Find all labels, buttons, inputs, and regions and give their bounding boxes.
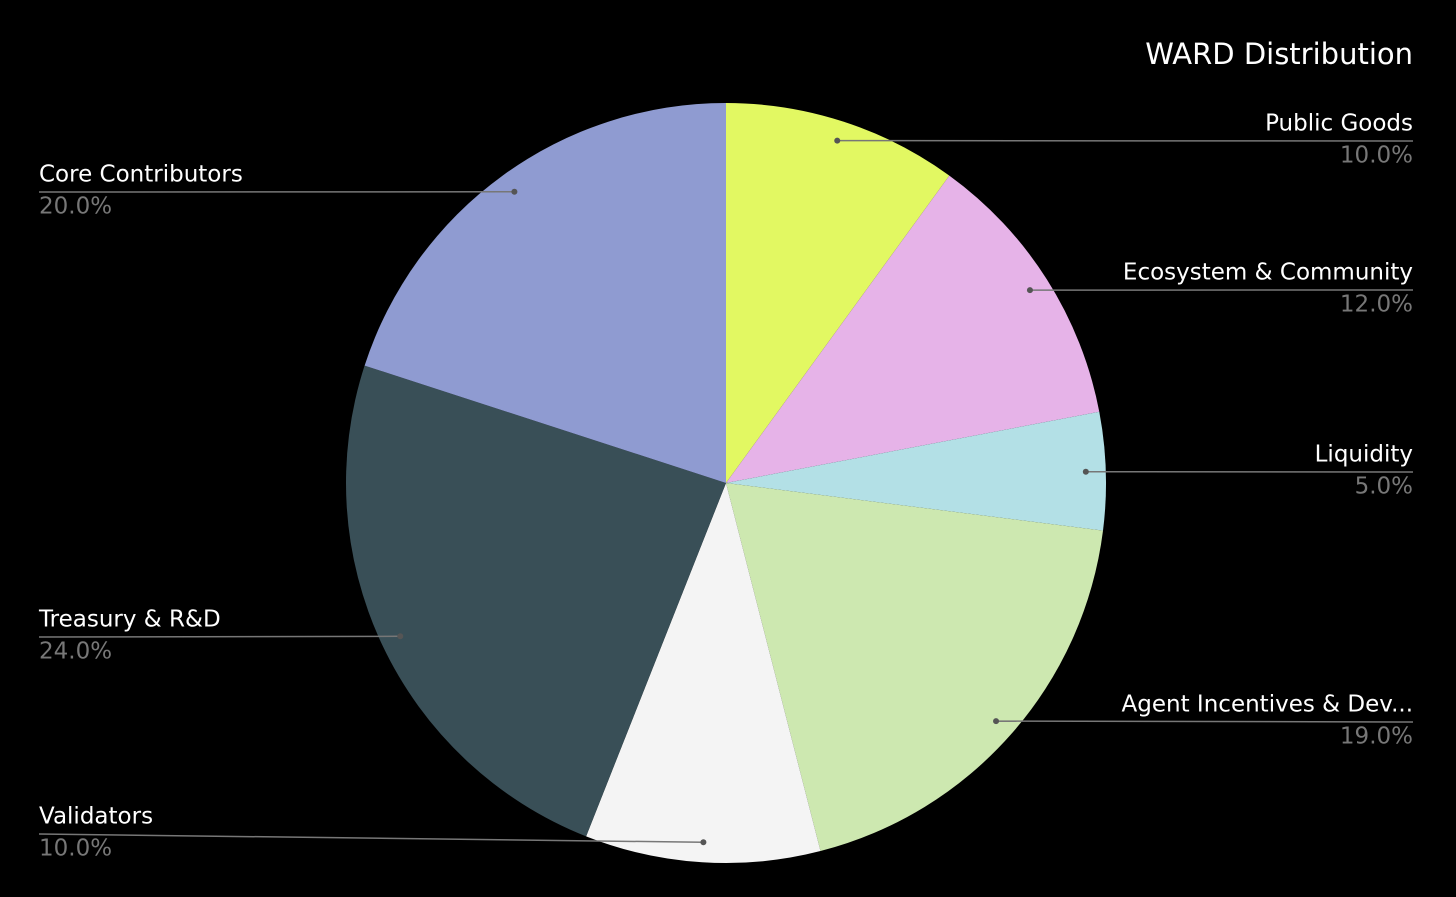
leader-line <box>38 833 704 844</box>
slice-value-label: 20.0% <box>39 194 112 220</box>
pie-slice <box>726 175 1100 483</box>
pie-slice <box>345 365 726 837</box>
leader-line <box>38 635 401 638</box>
slice-label: Core Contributors <box>39 162 243 188</box>
chart-title: WARD Distribution <box>1145 37 1413 71</box>
leader-dot <box>1026 287 1033 294</box>
slice-label: Ecosystem & Community <box>1123 260 1413 286</box>
leader-dot <box>511 188 518 195</box>
slice-value-label: 5.0% <box>1355 474 1413 500</box>
leader-dot <box>834 137 841 144</box>
pie-slice <box>726 103 950 483</box>
slice-label: Validators <box>39 804 153 830</box>
slice-value-label: 19.0% <box>1340 724 1413 750</box>
leader-dot <box>700 839 707 846</box>
pie-slice <box>726 411 1107 531</box>
leader-dot <box>1082 468 1089 475</box>
leader-line <box>996 720 1414 723</box>
slice-value-label: 10.0% <box>1340 143 1413 169</box>
slice-value-label: 10.0% <box>39 836 112 862</box>
slice-label: Liquidity <box>1315 442 1413 468</box>
pie-slice <box>586 483 821 863</box>
leader-dot <box>397 633 404 640</box>
pie-slice <box>364 103 726 483</box>
slice-label: Treasury & R&D <box>38 607 221 633</box>
slice-value-label: 24.0% <box>39 639 112 665</box>
slice-value-label: 12.0% <box>1340 292 1413 318</box>
leader-dot <box>993 718 1000 725</box>
slice-label: Public Goods <box>1265 111 1413 137</box>
pie-slice <box>726 483 1104 852</box>
slice-label: Agent Incentives & Dev... <box>1122 692 1413 718</box>
